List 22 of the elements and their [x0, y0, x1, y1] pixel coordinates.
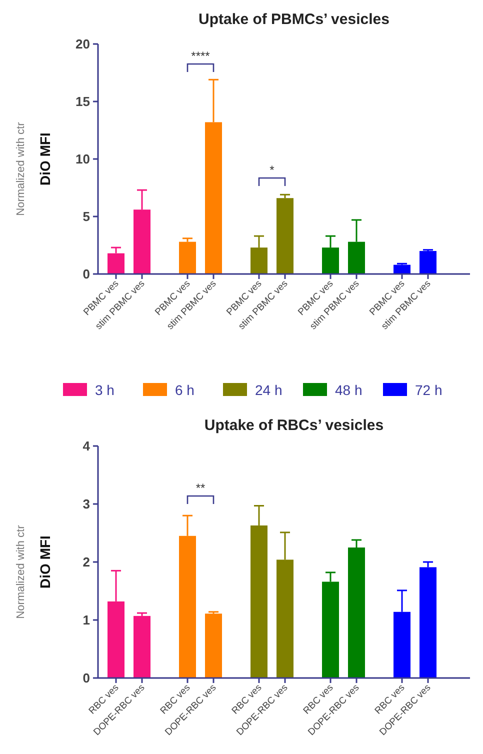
annotation: ****: [191, 49, 210, 63]
y-tick-label: 15: [76, 94, 90, 110]
annotation: **: [196, 481, 206, 495]
y-tick-label: 1: [82, 612, 90, 628]
y-tick-label: 5: [82, 209, 90, 224]
y-tick-label: 3: [82, 496, 90, 512]
y-axis-title: Normalized with ctr DiO MFI: [15, 524, 53, 619]
legend-label: 48 h: [335, 382, 362, 398]
y-axis-title: Normalized with ctr DiO MFI: [15, 122, 53, 216]
chart-title: Uptake of PBMCs’ vesicles: [198, 11, 390, 28]
y-tick-label: 20: [76, 36, 90, 52]
y-tick-label: 10: [76, 152, 90, 167]
legend-label: 6 h: [175, 382, 194, 398]
y-tick-label: 0: [82, 266, 90, 282]
y-tick-label: 4: [82, 438, 91, 454]
y-tick-label: 0: [82, 670, 90, 686]
annotation: *: [270, 163, 275, 177]
chart-title: Uptake of RBCs’ vesicles: [204, 417, 384, 434]
y-tick-label: 2: [82, 554, 90, 570]
legend-label: 3 h: [95, 382, 114, 398]
legend-label: 24 h: [255, 382, 282, 398]
legend-label: 72 h: [415, 382, 442, 398]
